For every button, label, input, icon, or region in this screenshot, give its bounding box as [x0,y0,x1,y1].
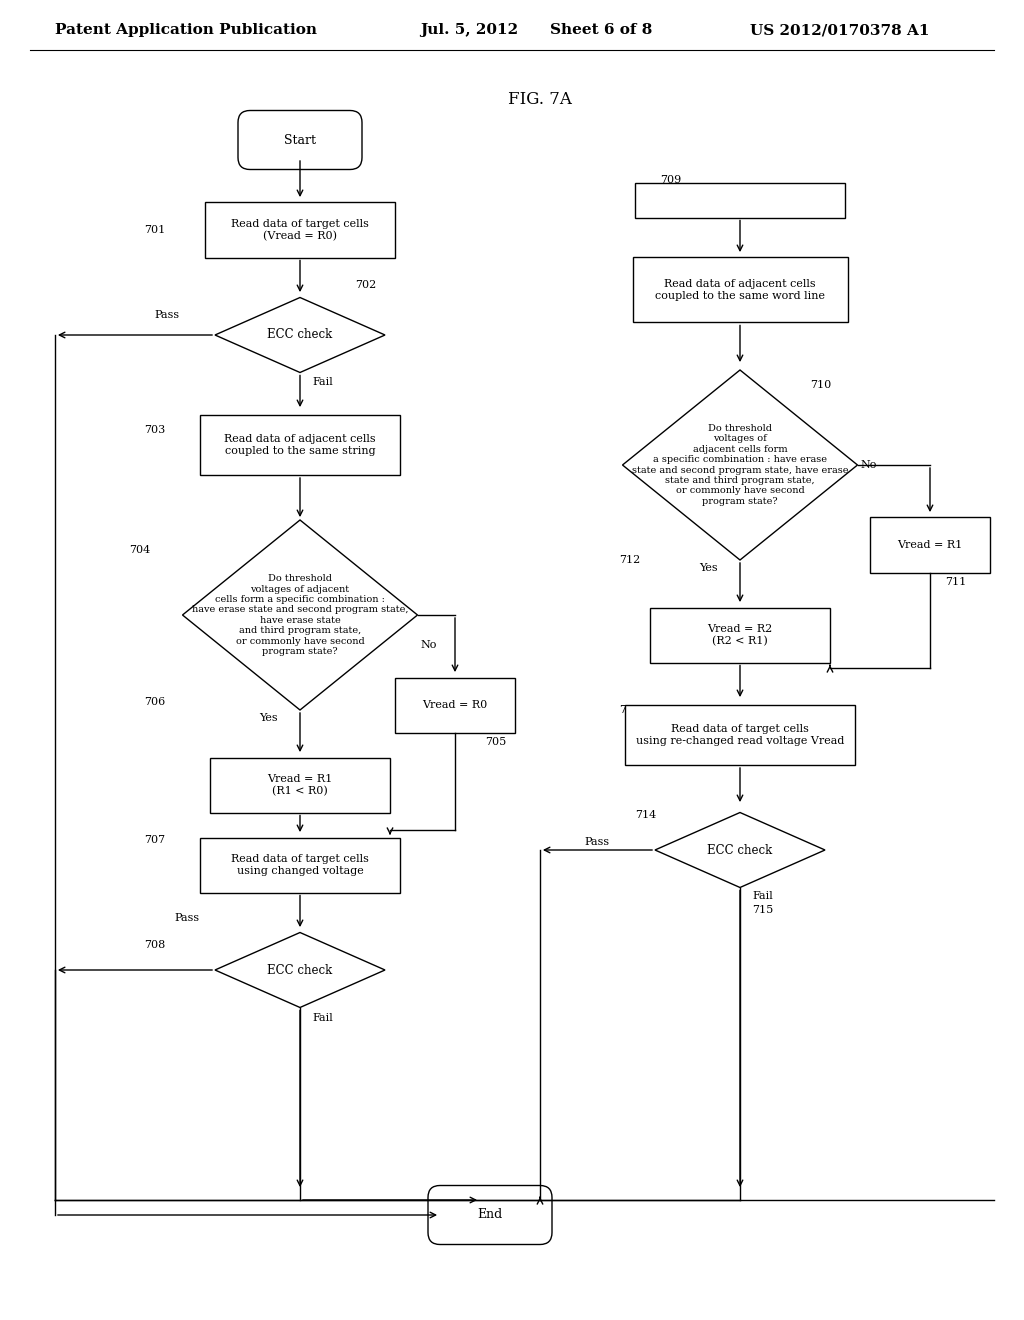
Text: 709: 709 [660,176,681,185]
Bar [395,677,515,733]
Text: ECC check: ECC check [267,964,333,977]
Text: Vread = R1
(R1 < R0): Vread = R1 (R1 < R0) [267,774,333,796]
Text: Do threshold
voltages of adjacent
cells form a specific combination :
have erase: Do threshold voltages of adjacent cells … [191,574,409,656]
Text: End: End [477,1209,503,1221]
Text: Pass: Pass [175,913,200,923]
Text: 713: 713 [618,705,640,715]
Text: 702: 702 [355,280,376,290]
Text: 704: 704 [129,545,150,554]
Text: Read data of target cells
(Vread = R0): Read data of target cells (Vread = R0) [231,219,369,242]
Text: Do threshold
voltages of
adjacent cells form
a specific combination : have erase: Do threshold voltages of adjacent cells … [632,424,848,506]
Text: Read data of target cells
using re-changed read voltage Vread: Read data of target cells using re-chang… [636,725,844,746]
Bar [870,517,990,573]
Bar [205,202,395,257]
Text: 712: 712 [618,554,640,565]
Text: Jul. 5, 2012: Jul. 5, 2012 [420,22,518,37]
FancyBboxPatch shape [238,111,362,169]
Bar [200,837,400,892]
Text: 714: 714 [635,810,656,820]
Text: 711: 711 [945,577,967,587]
Polygon shape [215,932,385,1007]
Text: Yes: Yes [699,564,718,573]
Text: Sheet 6 of 8: Sheet 6 of 8 [550,22,652,37]
Polygon shape [215,297,385,372]
Text: 715: 715 [752,906,773,915]
Text: No: No [860,459,877,470]
Text: Start: Start [284,133,316,147]
Text: 701: 701 [143,224,165,235]
Text: 706: 706 [143,697,165,708]
Text: Patent Application Publication: Patent Application Publication [55,22,317,37]
Bar [633,257,848,322]
Text: Fail: Fail [312,1012,333,1023]
Polygon shape [623,370,857,560]
Text: Fail: Fail [312,378,333,387]
Bar [200,414,400,475]
Bar [625,705,855,766]
Text: Pass: Pass [585,837,610,847]
Text: 705: 705 [485,737,506,747]
Text: Vread = R2
(R2 < R1): Vread = R2 (R2 < R1) [708,624,773,645]
Text: 710: 710 [810,380,831,389]
FancyBboxPatch shape [428,1185,552,1245]
Text: Fail: Fail [752,891,773,902]
Text: 707: 707 [144,836,165,845]
Text: 708: 708 [143,940,165,950]
Text: No: No [420,640,436,649]
Bar [650,607,830,663]
Text: Yes: Yes [259,713,278,723]
Bar [635,182,845,218]
Text: Read data of adjacent cells
coupled to the same string: Read data of adjacent cells coupled to t… [224,434,376,455]
Bar [210,758,390,813]
Text: Pass: Pass [155,310,180,319]
Text: ECC check: ECC check [708,843,773,857]
Text: Read data of adjacent cells
coupled to the same word line: Read data of adjacent cells coupled to t… [655,280,825,301]
Polygon shape [655,813,825,887]
Polygon shape [182,520,418,710]
Text: Vread = R0: Vread = R0 [422,700,487,710]
Text: ECC check: ECC check [267,329,333,342]
Text: US 2012/0170378 A1: US 2012/0170378 A1 [750,22,930,37]
Text: Vread = R1: Vread = R1 [897,540,963,550]
Text: 703: 703 [143,425,165,436]
Text: Read data of target cells
using changed voltage: Read data of target cells using changed … [231,854,369,875]
Text: FIG. 7A: FIG. 7A [508,91,572,108]
